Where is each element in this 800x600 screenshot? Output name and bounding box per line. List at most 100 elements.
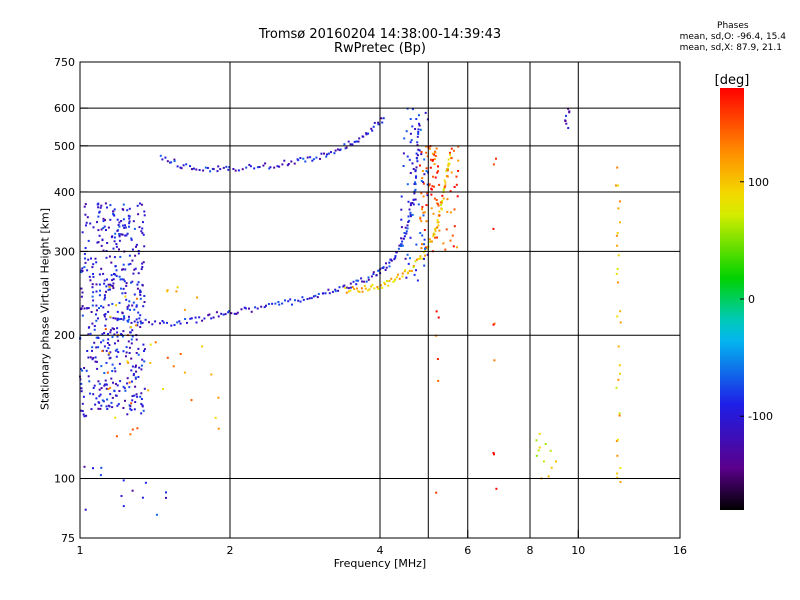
data-point	[317, 293, 320, 295]
data-point	[413, 273, 416, 276]
data-point	[426, 194, 429, 197]
data-point	[351, 286, 354, 289]
data-point	[426, 183, 429, 186]
data-point	[80, 295, 83, 298]
data-point	[115, 304, 118, 307]
data-point	[128, 207, 131, 210]
data-point	[95, 313, 97, 316]
data-point	[125, 282, 128, 285]
data-point	[111, 370, 114, 372]
data-point	[412, 203, 415, 206]
data-point	[408, 219, 411, 222]
data-point	[407, 215, 410, 218]
data-point	[127, 304, 130, 307]
data-point	[113, 273, 115, 275]
data-point	[85, 224, 87, 227]
data-point	[179, 322, 182, 325]
data-point	[129, 331, 132, 334]
data-point	[436, 171, 439, 174]
data-point	[130, 321, 133, 324]
data-point	[384, 269, 387, 271]
data-point	[355, 279, 358, 282]
y-tick-label: 200	[54, 329, 75, 342]
data-point	[97, 346, 100, 349]
data-point	[139, 320, 142, 323]
data-point	[132, 220, 135, 223]
data-point	[84, 203, 87, 206]
data-point	[110, 261, 113, 264]
data-point	[426, 191, 429, 194]
data-point	[619, 467, 622, 470]
data-point	[110, 401, 113, 404]
data-point	[112, 247, 115, 250]
data-point	[102, 272, 105, 275]
data-point	[97, 401, 100, 404]
data-point	[144, 318, 147, 321]
data-point	[615, 386, 618, 389]
data-point	[327, 288, 330, 291]
data-point	[442, 189, 445, 192]
data-point	[116, 218, 119, 221]
data-point	[535, 454, 538, 457]
data-point	[128, 225, 130, 228]
data-point	[544, 443, 547, 445]
data-point	[140, 203, 143, 206]
data-point	[92, 299, 95, 302]
data-point	[409, 204, 412, 207]
data-point	[95, 304, 98, 307]
data-point	[126, 413, 129, 416]
data-point	[123, 317, 126, 320]
data-point	[537, 449, 540, 452]
data-point	[446, 169, 449, 172]
data-point	[99, 393, 102, 396]
data-point	[410, 139, 413, 142]
data-point	[109, 393, 112, 396]
data-point	[142, 305, 145, 308]
data-point	[493, 453, 495, 456]
data-point	[134, 401, 137, 403]
data-point	[132, 301, 135, 304]
data-point	[166, 289, 169, 292]
data-point	[278, 165, 281, 168]
y-tick-label: 100	[54, 473, 75, 486]
data-point	[127, 361, 130, 364]
data-point	[440, 203, 443, 206]
data-point	[441, 201, 443, 204]
data-point	[400, 243, 402, 246]
data-point	[269, 166, 272, 169]
data-point	[343, 143, 346, 146]
data-point	[423, 264, 426, 267]
data-point	[113, 367, 116, 370]
data-point	[409, 257, 411, 260]
data-point	[141, 284, 144, 287]
data-point	[95, 346, 98, 349]
data-point	[131, 395, 134, 398]
data-point	[137, 353, 140, 356]
data-point	[254, 306, 257, 309]
data-point	[349, 282, 352, 285]
data-point	[338, 286, 341, 289]
data-point	[224, 313, 227, 316]
data-point	[248, 307, 250, 310]
data-point	[98, 294, 101, 297]
data-point	[130, 237, 133, 240]
data-point	[414, 260, 417, 263]
data-point	[131, 304, 134, 307]
data-point	[432, 212, 435, 215]
data-point	[161, 320, 164, 322]
data-point	[451, 234, 454, 237]
data-point	[452, 245, 455, 248]
data-point	[356, 287, 358, 290]
data-point	[97, 380, 100, 383]
data-point	[438, 210, 441, 213]
data-point	[121, 335, 124, 338]
data-point	[256, 307, 259, 310]
data-point	[495, 487, 498, 490]
data-point	[99, 474, 102, 477]
data-point	[404, 257, 407, 260]
data-point	[449, 190, 452, 193]
data-point	[319, 157, 321, 160]
data-point	[106, 206, 108, 209]
data-point	[437, 221, 440, 224]
data-point	[535, 439, 538, 442]
